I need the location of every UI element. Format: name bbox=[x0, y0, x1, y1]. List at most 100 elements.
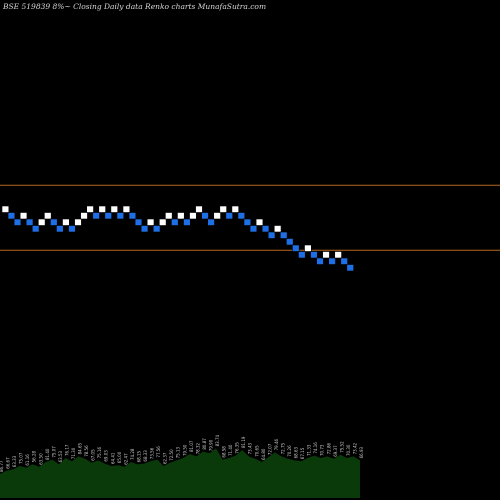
volume-label: 74.28 bbox=[130, 448, 135, 460]
chart-title: BSE 519839 8%~ Closing Daily data Renko … bbox=[3, 2, 267, 11]
volume-label: 70.73 bbox=[320, 444, 325, 456]
volume-label: 79.50 bbox=[182, 444, 187, 456]
volume-label: 68.58 bbox=[222, 446, 227, 458]
volume-label: 63.50 bbox=[38, 453, 43, 465]
renko-brick-down bbox=[261, 225, 270, 233]
renko-brick-down bbox=[267, 231, 276, 239]
renko-brick-up bbox=[322, 251, 330, 259]
renko-brick-up bbox=[177, 212, 185, 220]
renko-brick-down bbox=[316, 257, 324, 265]
volume-label: 72.50 bbox=[169, 449, 174, 461]
renko-brick-up bbox=[110, 205, 119, 213]
volume-label: 72.07 bbox=[267, 443, 272, 455]
volume-label: 73.43 bbox=[248, 442, 253, 454]
volume-label: 63.33 bbox=[12, 455, 17, 467]
volume-label: 69.37 bbox=[333, 445, 338, 457]
volume-label: 76.17 bbox=[65, 444, 70, 456]
renko-brick-up bbox=[19, 212, 28, 220]
renko-brick-up bbox=[1, 205, 10, 213]
renko-brick-down bbox=[171, 218, 179, 226]
volume-label: 73.42 bbox=[353, 442, 358, 454]
volume-label: 75.07 bbox=[19, 452, 24, 464]
renko-brick-down bbox=[104, 212, 112, 220]
volume-label: 75.52 bbox=[339, 441, 344, 453]
volume-label: 66.67 bbox=[6, 457, 11, 469]
renko-brick-down bbox=[207, 218, 215, 226]
volume-label: 81.07 bbox=[189, 440, 194, 452]
volume-label: 75.13 bbox=[176, 446, 181, 458]
renko-brick-down bbox=[201, 212, 209, 220]
renko-brick-up bbox=[98, 205, 106, 213]
renko-brick-up bbox=[304, 244, 312, 252]
renko-brick-down bbox=[328, 257, 336, 265]
renko-brick-up bbox=[122, 205, 131, 213]
volume-label: 76.35 bbox=[235, 442, 240, 454]
renko-brick-up bbox=[62, 218, 70, 226]
renko-brick-up bbox=[255, 218, 264, 226]
volume-label: 67.05 bbox=[91, 449, 96, 461]
volume-label: 66.93 bbox=[359, 446, 364, 458]
renko-brick-down bbox=[68, 225, 76, 233]
volume-label: 74.16 bbox=[313, 442, 318, 454]
renko-brick-down bbox=[183, 218, 191, 226]
renko-brick-up bbox=[37, 218, 46, 226]
volume-label: 70.26 bbox=[287, 445, 292, 457]
volume-label: 81.19 bbox=[241, 436, 246, 448]
volume-label: 62.37 bbox=[163, 452, 168, 464]
renko-brick-up bbox=[195, 205, 203, 213]
renko-brick-up bbox=[159, 218, 167, 226]
renko-brick-up bbox=[273, 225, 282, 233]
volume-label: 56.28 bbox=[32, 450, 37, 462]
volume-label: 79.46 bbox=[274, 438, 279, 450]
volume-label: 63.53 bbox=[58, 450, 63, 462]
renko-brick-down bbox=[237, 212, 246, 220]
renko-brick-up bbox=[219, 205, 227, 213]
volume-label: 84.65 bbox=[78, 442, 83, 454]
renko-brick-down bbox=[249, 225, 258, 233]
renko-brick-down bbox=[286, 238, 294, 246]
volume-label: 61.16 bbox=[25, 454, 30, 466]
volume-label: 68.33 bbox=[143, 450, 148, 462]
volume-label: 75.07 bbox=[51, 446, 56, 458]
volume-label: 83.74 bbox=[215, 434, 220, 446]
renko-brick-down bbox=[310, 251, 318, 259]
volume-label: 75.16 bbox=[97, 446, 102, 458]
volume-label: 71.30 bbox=[71, 447, 76, 459]
volume-label: 78.56 bbox=[84, 445, 89, 457]
renko-brick-up bbox=[86, 205, 94, 213]
renko-brick-down bbox=[56, 225, 64, 233]
volume-label: 65.00 bbox=[117, 451, 122, 463]
volume-label: 70.30 bbox=[346, 444, 351, 456]
renko-brick-up bbox=[80, 212, 88, 220]
renko-brick-down bbox=[50, 218, 58, 226]
volume-label: 77.56 bbox=[156, 446, 161, 458]
renko-brick-up bbox=[334, 251, 342, 259]
renko-brick-down bbox=[128, 212, 137, 220]
volume-label: 81.40 bbox=[45, 448, 50, 460]
renko-brick-down bbox=[292, 244, 300, 252]
volume-label: 70.65 bbox=[254, 445, 259, 457]
renko-brick-down bbox=[25, 218, 34, 226]
volume-label: 62.47 bbox=[123, 453, 128, 465]
volume-label: 71.33 bbox=[307, 444, 312, 456]
renko-brick-down bbox=[7, 212, 16, 220]
volume-label: 68.63 bbox=[294, 446, 299, 458]
renko-brick-up bbox=[44, 212, 52, 220]
renko-brick-down bbox=[92, 212, 100, 220]
renko-brick-down bbox=[279, 231, 288, 239]
renko-brick-up bbox=[189, 212, 197, 220]
volume-label: 72.86 bbox=[326, 442, 331, 454]
volume-label: 80.87 bbox=[202, 438, 207, 450]
renko-brick-up bbox=[231, 205, 239, 213]
volume-label: 71.40 bbox=[228, 444, 233, 456]
volume-label: 64.80 bbox=[261, 448, 266, 460]
volume-area bbox=[0, 448, 360, 498]
renko-brick-down bbox=[116, 212, 125, 220]
volume-label: 67.15 bbox=[300, 447, 305, 459]
renko-brick-down bbox=[346, 264, 354, 272]
renko-brick-up bbox=[74, 218, 82, 226]
renko-brick-down bbox=[225, 212, 233, 220]
renko-brick-down bbox=[140, 225, 149, 233]
renko-brick-up bbox=[213, 212, 221, 220]
